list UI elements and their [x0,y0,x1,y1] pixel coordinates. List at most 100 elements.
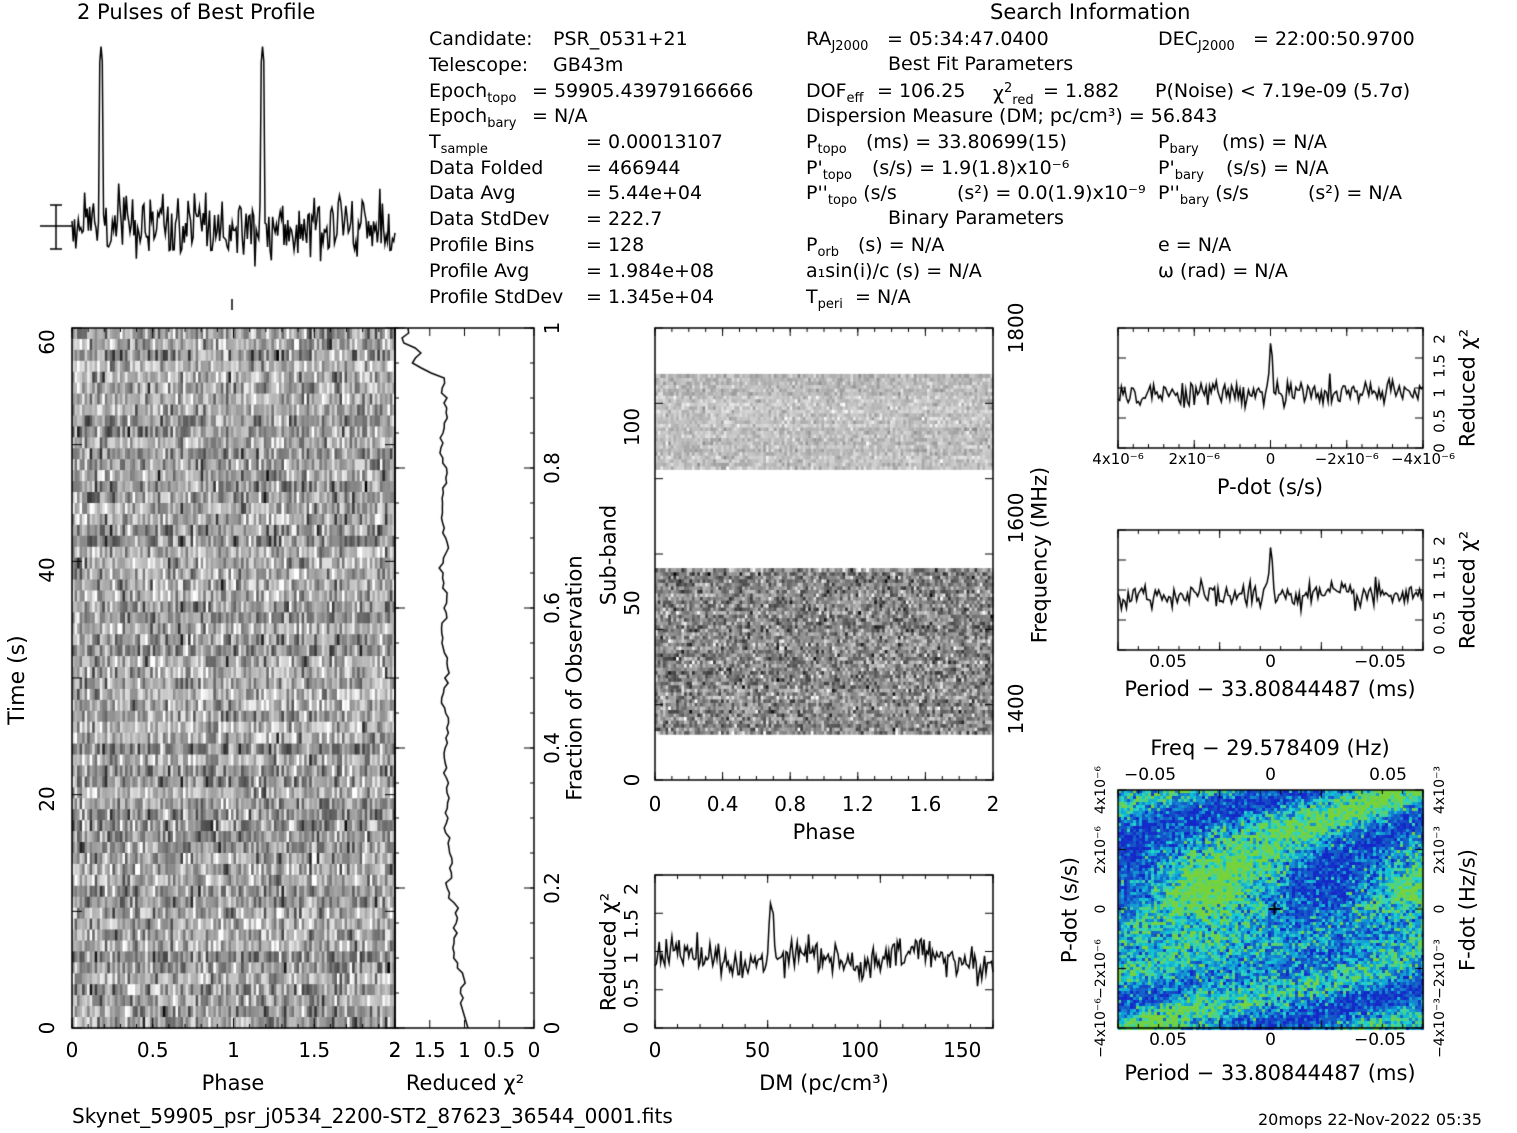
x-axis-label: P-dot (s/s) [1216,475,1324,499]
tperi-value: = N/A [855,286,911,308]
y-tick-label: 1.5 [1430,556,1449,581]
ptopo-label: Ptopo [806,131,847,157]
x-tick-label: 0.5 [136,1038,169,1062]
top-tick-label: −0.05 [1123,765,1177,785]
telescope-value: GB43m [553,54,624,76]
y-axis-label: Time (s) [5,635,30,725]
data-stddev-label: Data StdDev [429,208,550,230]
x-tick-label: 4x10⁻⁶ [1092,450,1144,468]
y2-tick-label: 1400 [1004,683,1028,735]
pbary-value: (ms) = N/A [1222,131,1327,153]
profile-bins-label: Profile Bins [429,234,535,256]
y-tick-label: 0.6 [540,592,564,624]
footer-filename: Skynet_59905_psr_j0534_2200-ST2_87623_36… [72,1104,673,1128]
ra-value: = 05:34:47.0400 [887,28,1049,50]
telescope-label: Telescope: [429,54,529,76]
top-tick-label: 0.05 [1369,765,1407,785]
y-tick-label: 0 [1093,904,1109,914]
pnoise-value: P(Noise) < 7.19e-09 (5.7σ) [1155,80,1411,102]
pp-title: Freq − 29.578409 (Hz) [1150,736,1390,760]
dec-value: = 22:00:50.9700 [1253,28,1415,50]
x-axis-label: DM (pc/cm³) [759,1071,889,1095]
x-tick-label: 0 [1265,652,1276,672]
x-tick-label: 0 [648,792,662,816]
dm-value: Dispersion Measure (DM; pc/cm³) = 56.843 [806,105,1218,127]
x-tick-label: 0.8 [774,792,807,816]
pdbary-label: P'bary [1158,157,1204,183]
x-tick-label: 0.05 [1149,652,1187,672]
x-tick-label: 0 [1265,450,1276,468]
x-tick-label: 0.05 [1149,1030,1187,1050]
y-tick-label: 0 [1430,645,1449,655]
y2-tick-label: 1600 [1004,492,1028,544]
epoch-bary-value: = N/A [532,105,588,127]
y-tick-label: 2 [1430,536,1449,546]
pddtopo-value: (s²) = 0.0(1.9)x10⁻⁹ [957,182,1146,204]
pddtopo-label: P''topo (s/s [806,182,897,208]
x-tick-label: −0.05 [1353,652,1407,672]
x-axis-label: Reduced χ² [405,1071,525,1095]
x-tick-label: 0.4 [706,792,739,816]
y-axis-label: Reduced χ² [1455,530,1480,650]
y-tick-label: 0 [1430,443,1449,453]
y-axis-label: P-dot (s/s) [1057,856,1082,964]
data-avg-label: Data Avg [429,182,516,204]
y-tick-label: 0.8 [540,452,564,484]
dec-label: DECJ2000 [1158,28,1235,54]
y-tick-label: 2x10⁻⁶ [1093,825,1109,874]
profile-avg-value: = 1.984e+08 [586,260,715,282]
y2-axis-label: Frequency (MHz) [1027,466,1052,644]
x-axis-label: Period − 33.80844487 (ms) [1124,677,1416,701]
x-tick-label: 1.5 [298,1038,331,1062]
tsample-label: Tsample [429,131,488,157]
y-tick-label: 0.5 [1430,610,1449,635]
y-tick-label: 4x10⁻⁶ [1093,765,1109,815]
top-tick-label: 0 [1265,765,1276,785]
best-fit-title: Best Fit Parameters [888,53,1074,75]
x-tick-label: 100 [840,1038,879,1062]
x-tick-label: 1.5 [413,1038,446,1062]
pddbary-label: P''bary (s/s [1158,182,1249,208]
pbary-label: Pbary [1158,131,1199,157]
porb-label: Porb [806,234,840,260]
y-tick-label: 100 [620,407,644,446]
pddbary-value: (s²) = N/A [1308,182,1402,204]
epoch-topo-label: Epochtopo [429,80,517,106]
y-axis-label: Reduced χ² [1455,328,1480,448]
y2-tick-label: −4x10⁻³ [1432,998,1448,1058]
y-tick-label: 0.5 [620,978,643,1009]
y-tick-label: −4x10⁻⁶ [1093,998,1109,1058]
y-tick-label: 2 [1430,334,1449,344]
x-tick-label: 2 [986,792,1000,816]
data-avg-value: = 5.44e+04 [586,182,703,204]
y-axis-label: Reduced χ² [596,892,621,1012]
candidate-label: Candidate: [429,28,533,50]
y-tick-label: 0.4 [540,732,564,764]
y-tick-label: 0.2 [540,872,564,904]
candidate-value: PSR_0531+21 [553,28,688,50]
y-tick-label: 1.5 [1430,354,1449,379]
y-tick-label: −2x10⁻⁶ [1093,938,1109,999]
x-axis-label: Period − 33.80844487 (ms) [1124,1061,1416,1085]
x-tick-label: 0 [648,1038,662,1062]
ptopo-value: (ms) = 33.80699(15) [866,131,1067,153]
y-tick-label: 0.5 [1430,408,1449,433]
y-tick-label: 50 [620,590,644,617]
x-tick-label: 50 [744,1038,771,1062]
y-tick-label: 60 [35,328,59,355]
y2-tick-label: 2x10⁻³ [1432,825,1448,874]
y-tick-label: 0 [620,1021,643,1035]
y2-tick-label: −2x10⁻³ [1432,938,1448,999]
y-tick-label: 0 [540,1021,564,1035]
x-tick-label: −4x10⁻⁶ [1390,450,1456,468]
y-tick-label: 2 [620,882,643,895]
y-axis-label: Fraction of Observation [562,555,587,801]
omega-value: ω (rad) = N/A [1158,260,1288,282]
y-axis-label: Sub-band [596,504,621,606]
y-tick-label: 1 [1430,388,1449,399]
x-tick-label: 2 [388,1038,402,1062]
profile-stddev-value: = 1.345e+04 [586,286,715,308]
binary-title: Binary Parameters [888,207,1064,229]
porb-value: (s) = N/A [858,234,945,256]
pdtopo-value: (s/s) = 1.9(1.8)x10⁻⁶ [872,157,1070,179]
